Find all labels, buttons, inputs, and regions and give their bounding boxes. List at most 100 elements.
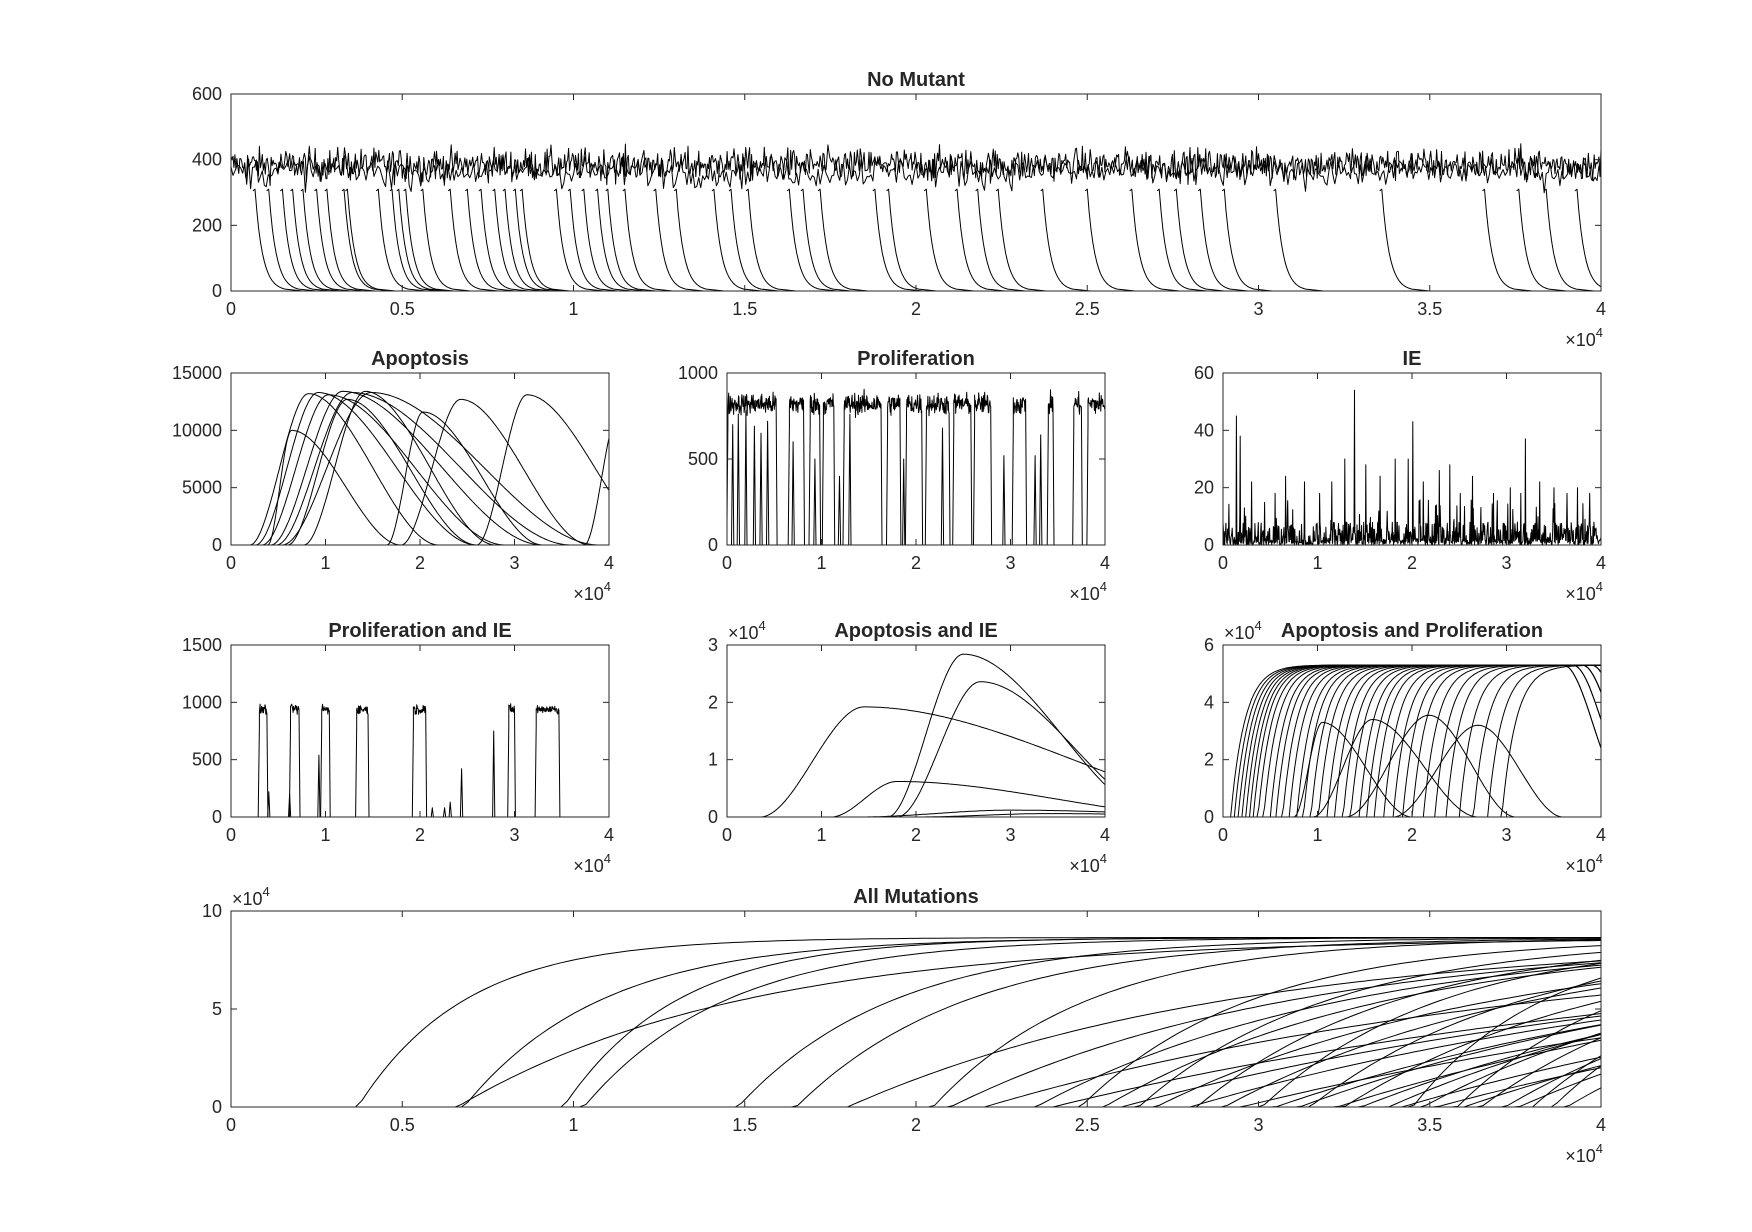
line-ext-44 [1156, 188, 1208, 291]
x-tick-label: 1 [1312, 825, 1322, 845]
y-tick-label: 40 [1194, 420, 1214, 440]
line-ext-41 [1040, 188, 1091, 291]
line-series-12 [231, 980, 1601, 1107]
line-plateau-1 [787, 396, 805, 545]
line-ext-20 [519, 188, 571, 291]
line-spike-7 [492, 730, 496, 817]
x-tick-label: 1.5 [732, 1115, 757, 1135]
plot-lines [1223, 664, 1601, 817]
x-tick-label: 1 [568, 299, 578, 319]
plot-lines [231, 703, 609, 817]
axes-title: Apoptosis and Proliferation [1281, 620, 1543, 642]
line-plateau-10 [1011, 397, 1028, 545]
x-tick-label: 1 [1312, 553, 1322, 573]
line-plateau-6 [534, 705, 561, 817]
line-ext-13 [420, 188, 471, 291]
y-tick-label: 60 [1194, 363, 1214, 383]
line-spike-10 [902, 458, 906, 545]
x-tick-label: 3 [1253, 1115, 1263, 1135]
line-ext-25 [605, 188, 656, 291]
line-ext-12 [403, 188, 454, 291]
line-ext-22 [567, 188, 619, 291]
y-tick-label: 6 [1204, 635, 1214, 655]
line-ext-28 [673, 188, 725, 291]
line-plateau-6 [904, 394, 924, 545]
line-plateau-0 [257, 703, 269, 817]
y-tick-label: 200 [192, 215, 222, 235]
y-exponent: ×104 [1224, 618, 1262, 643]
line-ext-18 [502, 188, 554, 291]
x-tick-label: 0 [722, 553, 732, 573]
axes-title: Apoptosis [371, 348, 469, 370]
line-plateau-13 [1086, 392, 1105, 545]
y-tick-label: 3 [708, 635, 718, 655]
line-series-22 [231, 1034, 1601, 1107]
line-series-34 [1223, 664, 1601, 817]
axes-prolif-ie: 0 1 2 3 4 0 500 1000 1500 ×104 Proliferation and I… [182, 620, 614, 876]
line-series-29 [231, 1039, 1601, 1107]
y-tick-label: 20 [1194, 478, 1214, 498]
x-tick-label: 0 [722, 825, 732, 845]
line-spike-8 [837, 475, 842, 545]
line-series-25 [231, 1055, 1601, 1107]
x-tick-label: 2 [1407, 553, 1417, 573]
line-band2 [231, 147, 1601, 194]
x-tick-label: 4 [1596, 1115, 1606, 1135]
line-hump-0 [1223, 721, 1601, 817]
line-series-8 [231, 945, 1601, 1107]
x-tick-label: 2 [415, 825, 425, 845]
line-ext-7 [341, 188, 393, 291]
line-ext-31 [745, 188, 797, 291]
line-series-27 [231, 1024, 1601, 1107]
line-ie-trace [1223, 389, 1601, 545]
y-tick-label: 400 [192, 150, 222, 170]
line-hump-1 [1223, 719, 1601, 817]
line-plateau-4 [411, 704, 428, 817]
line-series-2 [231, 937, 1601, 1107]
line-ext-14 [447, 188, 499, 291]
plot-lines [727, 653, 1105, 817]
y-tick-label: 10000 [172, 420, 222, 440]
line-series-3 [727, 681, 1105, 817]
x-tick-label: 3.5 [1417, 299, 1442, 319]
line-hump-3 [1223, 724, 1601, 817]
x-exponent: ×104 [1565, 325, 1603, 350]
line-series-5 [231, 392, 609, 545]
line-plateau-7 [924, 392, 951, 545]
line-ext-43 [1129, 188, 1180, 291]
y-tick-label: 0 [212, 281, 222, 301]
x-tick-label: 0.5 [390, 1115, 415, 1135]
x-exponent: ×104 [1565, 851, 1603, 876]
x-tick-label: 4 [1596, 825, 1606, 845]
x-tick-label: 0 [1218, 553, 1228, 573]
x-tick-label: 2 [911, 1115, 921, 1135]
line-series-9 [231, 411, 609, 545]
y-tick-label: 500 [192, 750, 222, 770]
x-tick-label: 3.5 [1417, 1115, 1442, 1135]
line-spike-4 [442, 807, 447, 817]
line-series-0 [231, 393, 609, 545]
line-series-36 [231, 1015, 1601, 1107]
line-spike-5 [448, 801, 452, 817]
line-series-4 [231, 940, 1601, 1107]
line-plateau-11 [1046, 389, 1055, 545]
line-ext-42 [1084, 188, 1136, 291]
line-ext-37 [923, 188, 975, 291]
y-tick-label: 0 [1204, 807, 1214, 827]
y-exponent: ×104 [232, 884, 270, 909]
line-plateau-5 [886, 394, 902, 545]
plot-lines [231, 937, 1601, 1107]
x-tick-label: 0.5 [390, 299, 415, 319]
line-ext-34 [817, 188, 869, 291]
line-ext-11 [396, 188, 447, 291]
line-series-37 [231, 1019, 1601, 1107]
line-spike-6 [791, 441, 795, 545]
y-tick-label: 0 [212, 807, 222, 827]
line-series-14 [231, 1010, 1601, 1107]
x-tick-label: 3 [1005, 553, 1015, 573]
line-plateau-1 [288, 703, 301, 817]
line-series-34 [231, 994, 1601, 1107]
line-series-32 [1223, 664, 1601, 817]
x-tick-label: 3 [1501, 553, 1511, 573]
